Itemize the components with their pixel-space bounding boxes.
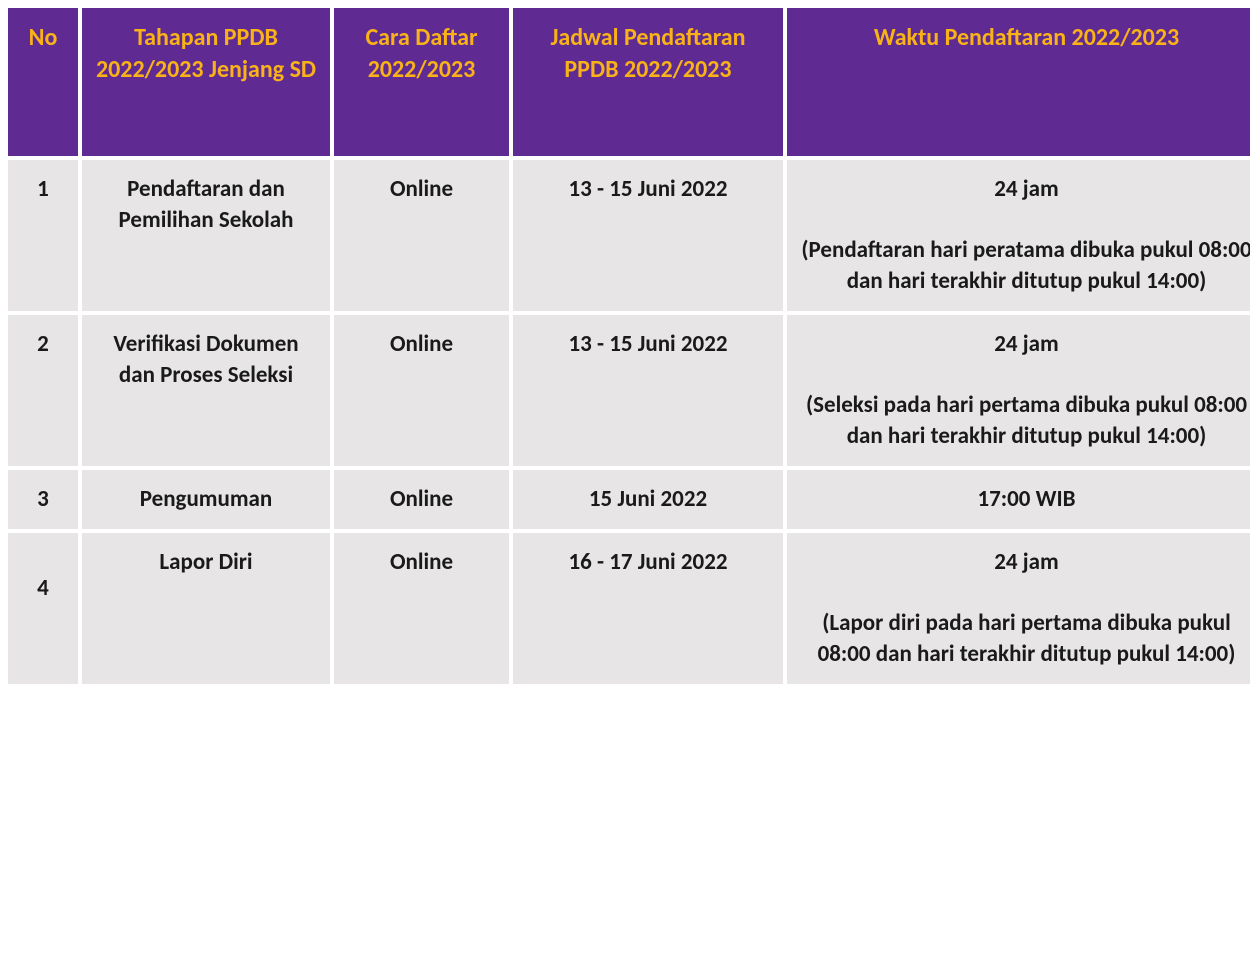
cell-waktu: 24 jam (Seleksi pada hari pertama dibuka…: [787, 315, 1250, 466]
ppdb-schedule-table-container: No Tahapan PPDB 2022/2023 Jenjang SD Car…: [4, 4, 1246, 688]
cell-no: 1: [8, 160, 78, 311]
cell-jadwal: 16 - 17 Juni 2022: [513, 533, 783, 684]
table-row: 4 Lapor Diri Online 16 - 17 Juni 2022 24…: [8, 533, 1250, 684]
table-row: 2 Verifikasi Dokumen dan Proses Seleksi …: [8, 315, 1250, 466]
col-header-jadwal: Jadwal Pendaftaran PPDB 2022/2023: [513, 8, 783, 156]
cell-jadwal: 15 Juni 2022: [513, 470, 783, 529]
cell-tahap: Pendaftaran dan Pemilihan Sekolah: [82, 160, 330, 311]
waktu-note: (Pendaftaran hari peratama dibuka pukul …: [799, 235, 1250, 297]
cell-jadwal: 13 - 15 Juni 2022: [513, 315, 783, 466]
waktu-main: 24 jam: [799, 329, 1250, 360]
ppdb-schedule-table: No Tahapan PPDB 2022/2023 Jenjang SD Car…: [4, 4, 1250, 688]
waktu-main: 24 jam: [799, 547, 1250, 578]
waktu-note: (Seleksi pada hari pertama dibuka pukul …: [799, 390, 1250, 452]
col-header-no: No: [8, 8, 78, 156]
cell-no: 4: [8, 533, 78, 684]
waktu-main: 17:00 WIB: [977, 485, 1075, 513]
table-row: 3 Pengumuman Online 15 Juni 2022 17:00 W…: [8, 470, 1250, 529]
waktu-note: (Lapor diri pada hari pertama dibuka puk…: [799, 608, 1250, 670]
cell-no: 3: [8, 470, 78, 529]
cell-tahap: Verifikasi Dokumen dan Proses Seleksi: [82, 315, 330, 466]
table-row: 1 Pendaftaran dan Pemilihan Sekolah Onli…: [8, 160, 1250, 311]
cell-tahap: Pengumuman: [82, 470, 330, 529]
col-header-waktu: Waktu Pendaftaran 2022/2023: [787, 8, 1250, 156]
cell-jadwal: 13 - 15 Juni 2022: [513, 160, 783, 311]
table-header-row: No Tahapan PPDB 2022/2023 Jenjang SD Car…: [8, 8, 1250, 156]
cell-no: 2: [8, 315, 78, 466]
cell-cara: Online: [334, 160, 509, 311]
cell-cara: Online: [334, 315, 509, 466]
cell-cara: Online: [334, 533, 509, 684]
cell-cara: Online: [334, 470, 509, 529]
cell-tahap: Lapor Diri: [82, 533, 330, 684]
cell-waktu: 24 jam (Pendaftaran hari peratama dibuka…: [787, 160, 1250, 311]
cell-waktu: 17:00 WIB: [787, 470, 1250, 529]
cell-waktu: 24 jam (Lapor diri pada hari pertama dib…: [787, 533, 1250, 684]
col-header-tahap: Tahapan PPDB 2022/2023 Jenjang SD: [82, 8, 330, 156]
waktu-main: 24 jam: [799, 174, 1250, 205]
col-header-cara: Cara Daftar 2022/2023: [334, 8, 509, 156]
